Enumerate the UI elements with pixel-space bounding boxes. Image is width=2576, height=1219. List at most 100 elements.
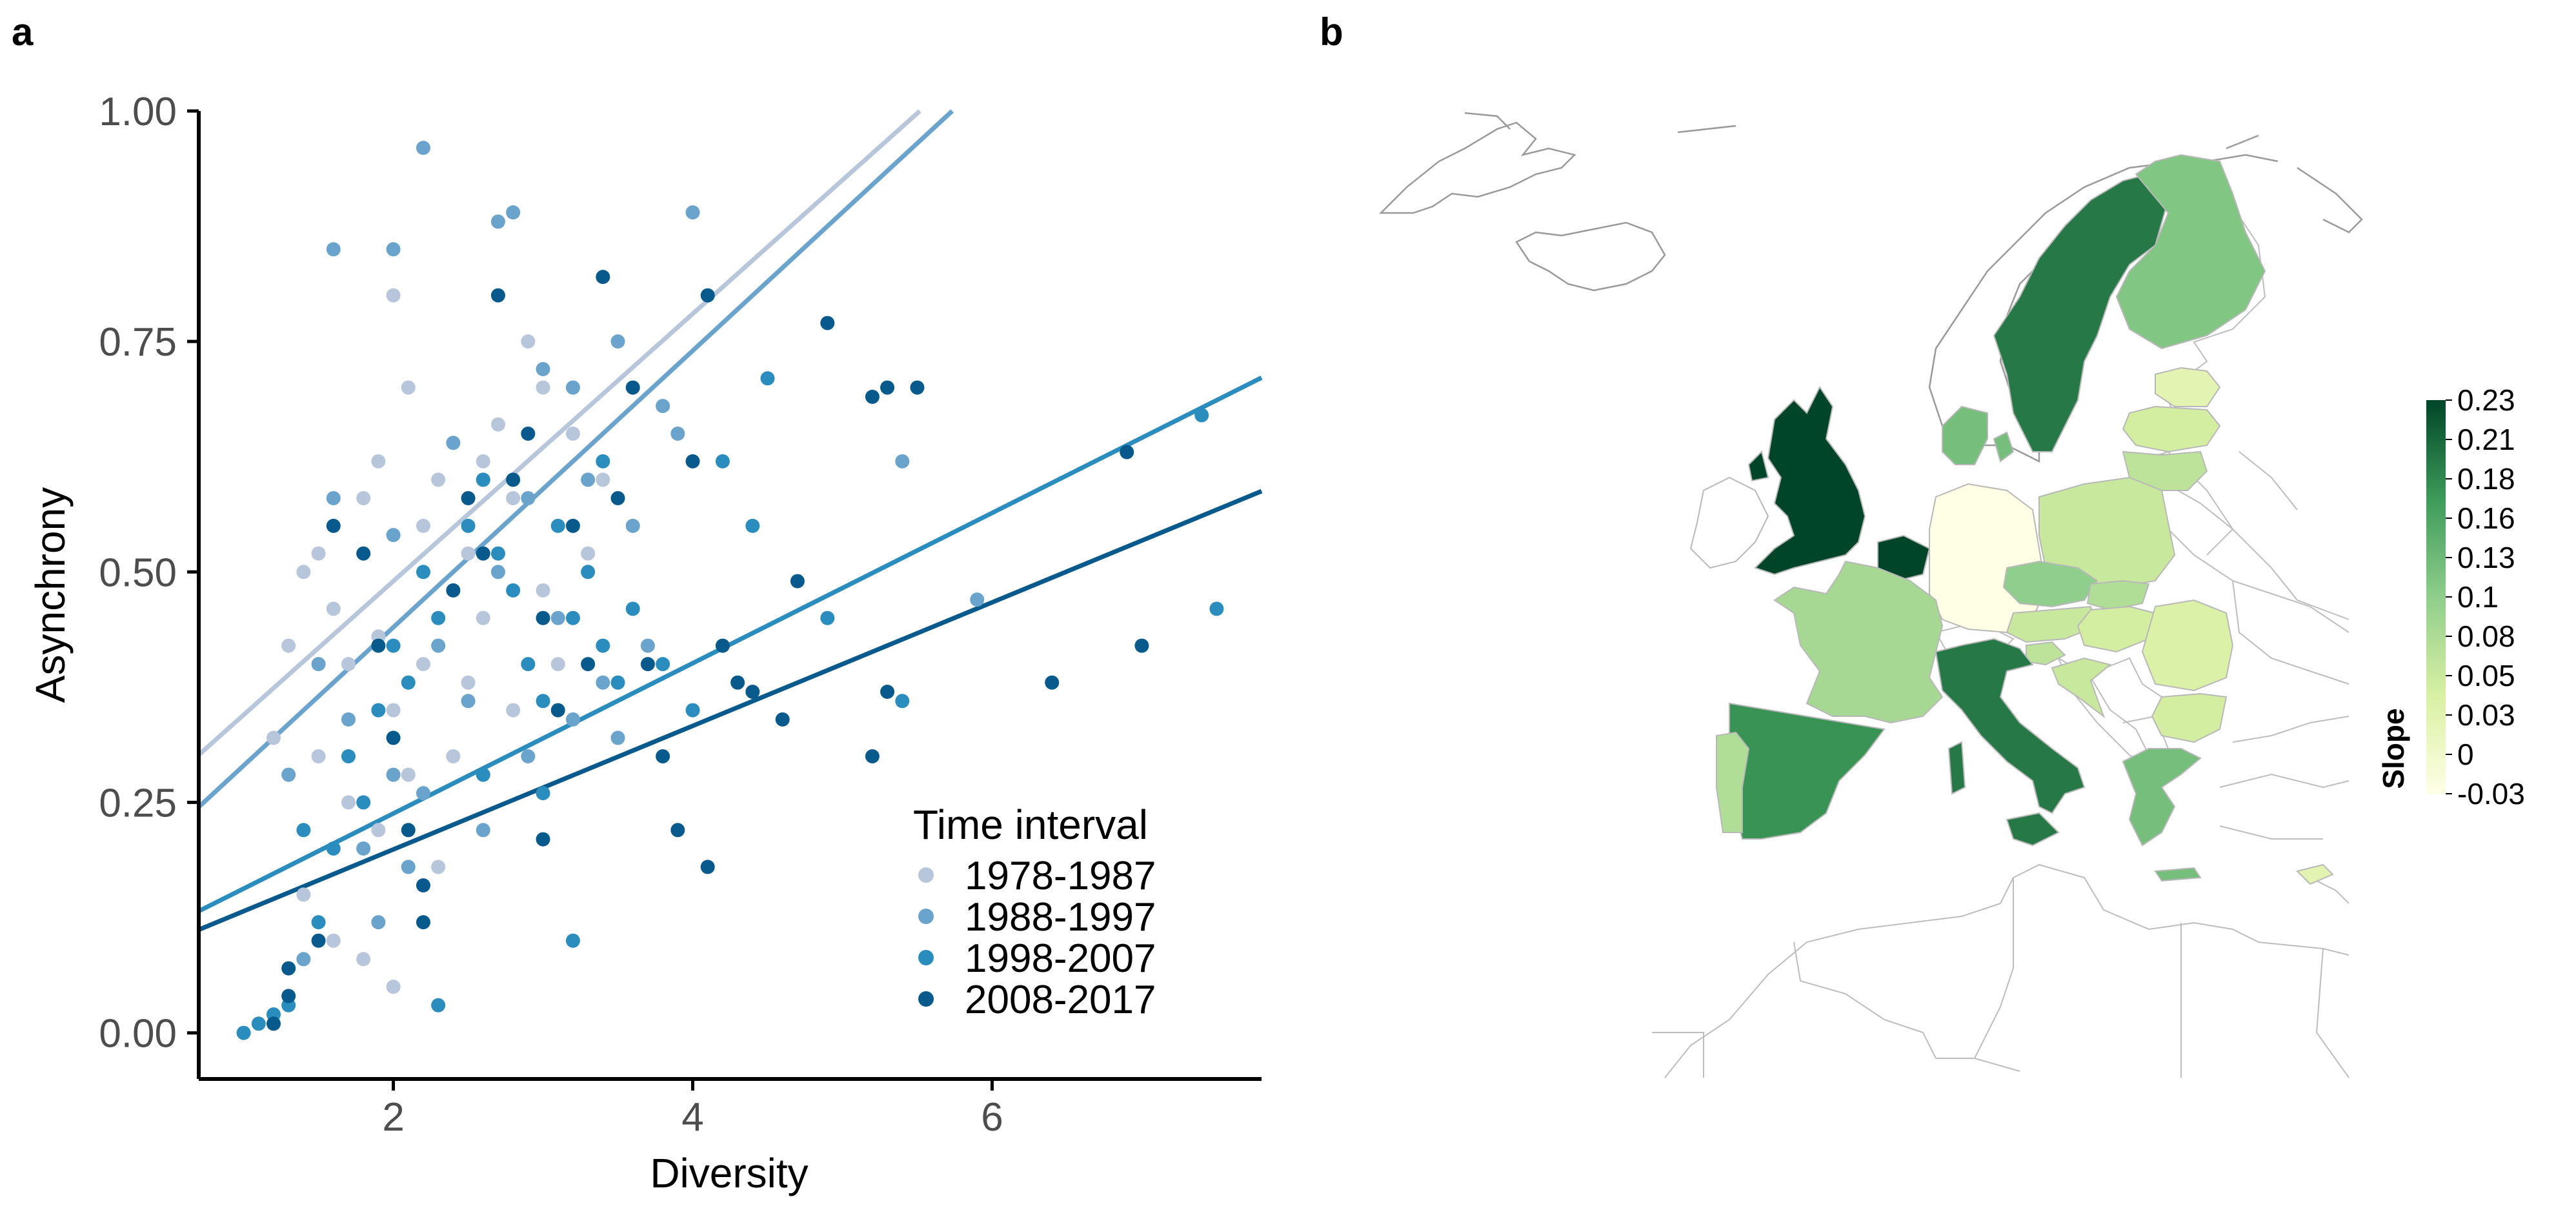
colorbar-tick-label: 0.1 — [2457, 580, 2499, 614]
point-1988-1997 — [581, 472, 596, 487]
point-1978-1987 — [356, 952, 371, 967]
point-1998-2007 — [461, 518, 476, 533]
fit-line-1998-2007 — [197, 376, 1263, 914]
point-1978-1987 — [326, 601, 341, 616]
region-cyprus — [2296, 863, 2334, 885]
point-1998-2007 — [506, 583, 521, 598]
y-tick-label: 0.00 — [99, 1012, 177, 1056]
colorbar-title: Slope — [2377, 708, 2410, 789]
point-2008-2017 — [730, 675, 745, 690]
point-2008-2017 — [596, 270, 610, 285]
point-1998-2007 — [715, 454, 730, 468]
point-2008-2017 — [820, 316, 835, 330]
legend-label: 2008-2017 — [965, 978, 1156, 1022]
x-tick-label: 2 — [382, 1095, 404, 1140]
colorbar-tick-label: 0.08 — [2457, 620, 2515, 653]
point-2008-2017 — [880, 685, 895, 699]
point-1978-1987 — [550, 657, 565, 672]
point-1998-2007 — [326, 841, 341, 856]
point-2008-2017 — [700, 288, 715, 303]
region-finland — [2115, 154, 2266, 350]
point-1988-1997 — [326, 242, 341, 257]
panel-b-map: 0.23 0.21 0.18 0.16 0.13 0.1 0.08 0.05 0.03 0 -0.0… — [1378, 112, 2525, 1078]
point-2008-2017 — [281, 989, 296, 1003]
point-1988-1997 — [371, 915, 386, 930]
y-tick-label: 0.25 — [99, 781, 177, 825]
point-2008-2017 — [865, 749, 880, 763]
point-2008-2017 — [311, 933, 326, 948]
point-1988-1997 — [490, 565, 505, 579]
point-1988-1997 — [521, 749, 536, 763]
point-1978-1987 — [521, 334, 536, 349]
region-czechia — [2002, 560, 2098, 608]
point-1978-1987 — [461, 546, 476, 561]
x-axis-ticks: 2 4 6 — [382, 1079, 1003, 1140]
x-axis-title: Diversity — [650, 1150, 808, 1196]
region-greece — [2122, 748, 2202, 882]
point-2008-2017 — [1045, 675, 1060, 690]
point-1978-1987 — [386, 703, 401, 718]
scatter-points — [236, 141, 1224, 1040]
region-estonia — [2155, 367, 2221, 407]
point-2008-2017 — [625, 380, 640, 395]
point-1988-1997 — [386, 528, 401, 543]
point-1998-2007 — [490, 546, 505, 561]
point-1998-2007 — [536, 694, 550, 709]
region-latvia — [2122, 405, 2221, 453]
point-1988-1997 — [610, 730, 625, 745]
colorbar-tick-label: 0.13 — [2457, 541, 2515, 574]
point-1988-1997 — [281, 767, 296, 782]
point-2008-2017 — [910, 380, 925, 395]
point-1998-2007 — [625, 601, 640, 616]
colorbar-tick-label: -0.03 — [2457, 777, 2525, 811]
legend-title: Time interval — [913, 801, 1148, 848]
point-2008-2017 — [356, 546, 371, 561]
point-1998-2007 — [550, 518, 565, 533]
point-1978-1987 — [565, 427, 580, 441]
fit-line-2008-2017 — [197, 489, 1263, 932]
point-2008-2017 — [790, 574, 805, 589]
iceland-coast — [1515, 221, 1666, 292]
region-slovakia — [2086, 579, 2150, 611]
point-1988-1997 — [596, 675, 610, 690]
y-tick-label: 0.50 — [99, 550, 177, 595]
point-1998-2007 — [820, 610, 835, 625]
point-1978-1987 — [311, 546, 326, 561]
point-1988-1997 — [625, 518, 640, 533]
point-1988-1997 — [416, 141, 430, 156]
point-1988-1997 — [386, 767, 401, 782]
point-1978-1987 — [266, 730, 281, 745]
region-romania — [2141, 599, 2234, 692]
point-1988-1997 — [506, 205, 521, 220]
x-tick-label: 4 — [681, 1095, 703, 1140]
y-tick-label: 0.75 — [99, 320, 177, 365]
point-2008-2017 — [416, 878, 430, 892]
point-1978-1987 — [401, 380, 416, 395]
point-1998-2007 — [565, 610, 580, 625]
point-2008-2017 — [281, 961, 296, 976]
point-2008-2017 — [401, 823, 416, 838]
point-2008-2017 — [416, 915, 430, 930]
point-1998-2007 — [431, 998, 446, 1012]
point-2008-2017 — [536, 610, 550, 625]
point-1998-2007 — [1194, 408, 1209, 423]
point-1978-1987 — [506, 491, 521, 505]
point-1998-2007 — [581, 565, 596, 579]
ireland — [1689, 476, 1769, 569]
point-1988-1997 — [386, 242, 401, 257]
point-1978-1987 — [581, 546, 596, 561]
point-2008-2017 — [326, 518, 341, 533]
point-1978-1987 — [446, 749, 461, 763]
point-2008-2017 — [565, 518, 580, 533]
y-tick-label: 1.00 — [99, 90, 177, 134]
legend-key — [918, 991, 934, 1007]
point-1998-2007 — [685, 703, 700, 718]
point-1988-1997 — [640, 638, 655, 653]
point-1988-1997 — [536, 362, 550, 376]
point-1988-1997 — [490, 214, 505, 229]
point-1978-1987 — [296, 565, 311, 579]
point-1988-1997 — [670, 427, 685, 441]
y-axis-ticks: 0.00 0.25 0.50 0.75 1.00 — [99, 90, 199, 1056]
fit-line-1988-1997 — [197, 109, 954, 809]
